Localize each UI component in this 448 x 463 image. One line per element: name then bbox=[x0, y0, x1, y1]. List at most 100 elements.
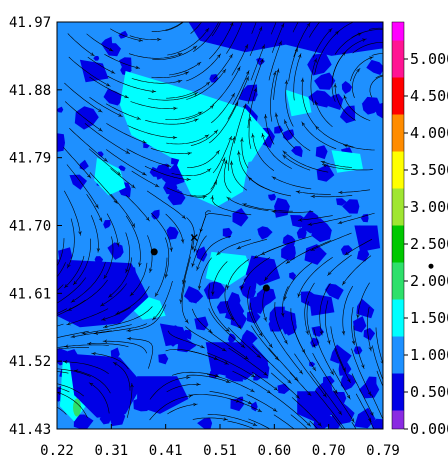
streamline-arrow bbox=[244, 44, 248, 49]
streamline-arrow bbox=[104, 324, 108, 329]
streamline-arrow bbox=[273, 408, 277, 412]
streamline-arrow bbox=[202, 195, 206, 199]
streamline-arrow bbox=[322, 163, 327, 168]
dark-patch bbox=[196, 246, 208, 262]
streamline bbox=[125, 215, 141, 267]
dark-patch bbox=[307, 90, 332, 108]
streamline-arrow bbox=[224, 361, 228, 365]
dark-patch bbox=[97, 151, 104, 158]
low-field-patch bbox=[245, 255, 281, 286]
streamline-arrow bbox=[240, 285, 244, 290]
streamline-arrow bbox=[200, 345, 205, 349]
streamline-arrow bbox=[87, 174, 91, 178]
dark-patch bbox=[291, 146, 303, 158]
high-field-patch bbox=[205, 251, 252, 286]
streamline bbox=[310, 58, 317, 106]
streamline-arrow bbox=[136, 116, 141, 120]
streamline bbox=[208, 308, 246, 349]
dark-patch bbox=[324, 283, 344, 300]
streamline-arrow bbox=[118, 113, 122, 117]
streamline-arrow bbox=[151, 89, 156, 93]
streamline bbox=[131, 170, 160, 188]
streamline-arrow bbox=[116, 311, 120, 315]
streamline-arrow bbox=[273, 386, 278, 391]
streamline-arrow bbox=[188, 394, 193, 398]
streamline-arrow bbox=[300, 78, 305, 83]
streamline bbox=[126, 338, 154, 369]
streamline bbox=[327, 254, 352, 276]
streamline bbox=[64, 82, 103, 113]
colorbar-label: 0.500 bbox=[410, 383, 448, 401]
streamline bbox=[128, 53, 183, 59]
streamline-arrow bbox=[405, 56, 408, 59]
dark-patch bbox=[203, 280, 226, 300]
streamline bbox=[334, 22, 355, 36]
streamline-arrow bbox=[274, 356, 279, 360]
streamline-arrow bbox=[21, 326, 24, 329]
streamline-arrow bbox=[90, 52, 94, 56]
streamline-arrow bbox=[131, 184, 135, 188]
streamline-arrow bbox=[130, 383, 134, 388]
streamline-arrow bbox=[206, 168, 211, 173]
streamline bbox=[62, 361, 109, 374]
streamline bbox=[150, 212, 172, 252]
colorbar-band bbox=[392, 40, 404, 78]
streamline bbox=[112, 361, 131, 391]
streamline bbox=[106, 123, 147, 144]
x-tick-label: 0.51 bbox=[203, 443, 237, 459]
streamline bbox=[148, 92, 199, 101]
colorbar: 0.000 0.500 1.000 1.500 2.000 2.500 3.000 3.500… bbox=[391, 21, 448, 438]
streamline-arrow bbox=[257, 408, 262, 412]
streamline-arrow bbox=[191, 262, 195, 267]
streamline bbox=[87, 343, 129, 348]
streamline-arrow bbox=[199, 228, 203, 233]
low-field-patch bbox=[297, 391, 343, 422]
streamline bbox=[145, 118, 199, 125]
streamline bbox=[284, 119, 311, 152]
streamline-arrow bbox=[30, 382, 33, 385]
streamline bbox=[247, 286, 263, 337]
streamline bbox=[250, 325, 280, 361]
marker-cross bbox=[190, 234, 198, 242]
low-field-patch bbox=[205, 342, 269, 380]
streamline bbox=[342, 285, 354, 336]
streamline bbox=[192, 308, 213, 334]
streamline bbox=[320, 160, 353, 168]
streamline bbox=[264, 259, 288, 282]
y-tick-label: 41.61 bbox=[9, 286, 51, 302]
streamline-arrow bbox=[314, 101, 319, 105]
streamline-arrow bbox=[317, 422, 322, 426]
streamline bbox=[87, 56, 116, 74]
dark-patch bbox=[103, 88, 126, 106]
streamline bbox=[229, 22, 234, 31]
streamline bbox=[186, 68, 227, 100]
streamline-arrow bbox=[130, 292, 134, 296]
streamline bbox=[333, 390, 355, 423]
dark-patch bbox=[311, 217, 332, 243]
streamline bbox=[268, 40, 282, 81]
streamline bbox=[151, 71, 190, 79]
streamline bbox=[223, 159, 232, 194]
streamline bbox=[149, 395, 193, 421]
streamline bbox=[131, 78, 183, 84]
streamline-arrow bbox=[68, 307, 72, 311]
streamline-arrow bbox=[131, 223, 135, 227]
streamline-arrow bbox=[251, 373, 255, 377]
streamline bbox=[334, 347, 351, 384]
streamline bbox=[189, 350, 229, 365]
streamline-arrow bbox=[333, 84, 337, 88]
streamline bbox=[334, 83, 356, 121]
streamline bbox=[241, 137, 249, 169]
streamline-arrow bbox=[127, 328, 131, 333]
dark-patch bbox=[304, 244, 327, 265]
streamline bbox=[343, 94, 371, 121]
colorbar-frame bbox=[391, 21, 405, 430]
streamline bbox=[247, 87, 257, 129]
streamline-arrow bbox=[229, 161, 234, 165]
dark-patch bbox=[151, 209, 160, 220]
streamline-arrow bbox=[334, 389, 338, 394]
streamline bbox=[249, 26, 263, 57]
streamline-arrow bbox=[342, 52, 346, 56]
streamline-arrow bbox=[98, 217, 103, 222]
streamline bbox=[351, 348, 372, 397]
